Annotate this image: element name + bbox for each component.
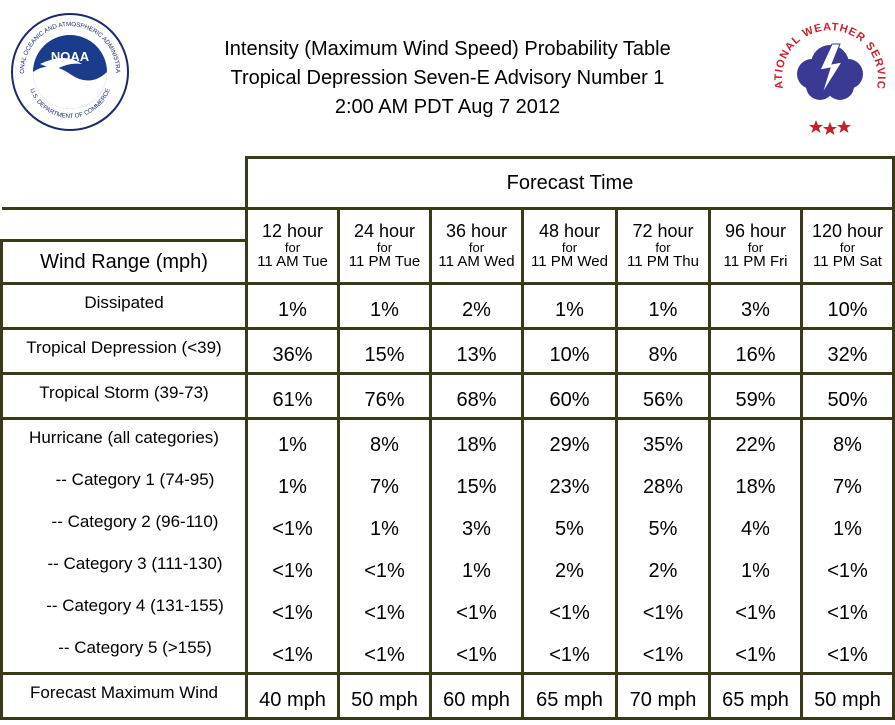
column-header-96h: 96 hour for 11 PM Fri [708, 207, 803, 285]
table-cell: 40 mph [245, 672, 340, 720]
table-row-dissipated: Dissipated 1% 1% 2% 1% 1% 3% 10% [0, 282, 895, 330]
table-cell: 61% [245, 372, 340, 420]
row-label: Tropical Depression (<39) [0, 327, 248, 375]
wind-range-header: Wind Range (mph) [0, 239, 248, 285]
table-cell: 1% [245, 282, 340, 330]
table-cell: 22% 18% 4% 1% <1% <1% [708, 417, 803, 675]
title-line-1: Intensity (Maximum Wind Speed) Probabili… [224, 38, 671, 60]
noaa-logo: NOAA NATIONAL OCEANIC AND ATMOSPHERIC AD… [10, 12, 129, 131]
row-label: Tropical Storm (39-73) [0, 372, 248, 420]
table-cell: 70 mph [615, 672, 711, 720]
table-cell: 8% 7% 1% <1% <1% <1% [800, 417, 895, 675]
table-cell: 50% [800, 372, 895, 420]
table-cell: 10% [521, 327, 618, 375]
table-cell: 10% [800, 282, 895, 330]
table-cell: 36% [245, 327, 340, 375]
corner-blank [1, 157, 248, 210]
table-cell: 8% 7% 1% <1% <1% <1% [337, 417, 432, 675]
table-cell: 35% 28% 5% 2% <1% <1% [615, 417, 711, 675]
table-cell: 32% [800, 327, 895, 375]
noaa-center-text: NOAA [51, 49, 90, 64]
table-cell: 50 mph [800, 672, 895, 720]
table-row-tropical-depression: Tropical Depression (<39) 36% 15% 13% 10… [0, 327, 895, 375]
table-cell: 1% [521, 282, 618, 330]
table-cell: 65 mph [708, 672, 803, 720]
table-cell: 16% [708, 327, 803, 375]
table-cell: 2% [429, 282, 524, 330]
column-header-36h: 36 hour for 11 AM Wed [429, 207, 524, 285]
row-label: Forecast Maximum Wind [0, 672, 248, 720]
table-cell: 1% [615, 282, 711, 330]
table-cell: 18% 15% 3% 1% <1% <1% [429, 417, 524, 675]
table-cell: 60 mph [429, 672, 524, 720]
table-cell: 59% [708, 372, 803, 420]
table-cell: 8% [615, 327, 711, 375]
row-label: Hurricane (all categories) -- Category 1… [0, 417, 248, 675]
column-header-48h: 48 hour for 11 PM Wed [521, 207, 618, 285]
table-cell: 50 mph [337, 672, 432, 720]
column-header-72h: 72 hour for 11 PM Thu [615, 207, 711, 285]
table-cell: 13% [429, 327, 524, 375]
title-line-2: Tropical Depression Seven-E Advisory Num… [230, 67, 665, 89]
table-cell: 65 mph [521, 672, 618, 720]
row-label: Dissipated [0, 282, 248, 330]
table-cell: 29% 23% 5% 2% <1% <1% [521, 417, 618, 675]
table-cell: 1% [337, 282, 432, 330]
table-cell: 68% [429, 372, 524, 420]
table-cell: 15% [337, 327, 432, 375]
column-header-120h: 120 hour for 11 PM Sat [800, 207, 895, 285]
table-cell: 56% [615, 372, 711, 420]
table-cell: 1% 1% <1% <1% <1% <1% [245, 417, 340, 675]
corner-blank-2 [1, 208, 248, 242]
table-row-hurricane: Hurricane (all categories) -- Category 1… [0, 417, 895, 675]
table-cell: 76% [337, 372, 432, 420]
column-header-12h: 12 hour for 11 AM Tue [245, 207, 340, 285]
table-row-tropical-storm: Tropical Storm (39-73) 61% 76% 68% 60% 5… [0, 372, 895, 420]
table-cell: 3% [708, 282, 803, 330]
title-line-3: 2:00 AM PDT Aug 7 2012 [334, 96, 561, 118]
probability-table: Forecast Time 12 hour for 11 AM Tue 24 hou… [0, 156, 895, 720]
table-row-max-wind: Forecast Maximum Wind 40 mph 50 mph 60 m… [0, 672, 895, 720]
forecast-time-header: Forecast Time [245, 156, 895, 210]
column-header-24h: 24 hour for 11 PM Tue [337, 207, 432, 285]
nws-logo: NATIONAL WEATHER SERVICE [772, 8, 886, 135]
table-cell: 60% [521, 372, 618, 420]
page-title: Intensity (Maximum Wind Speed) Probabili… [160, 35, 735, 122]
